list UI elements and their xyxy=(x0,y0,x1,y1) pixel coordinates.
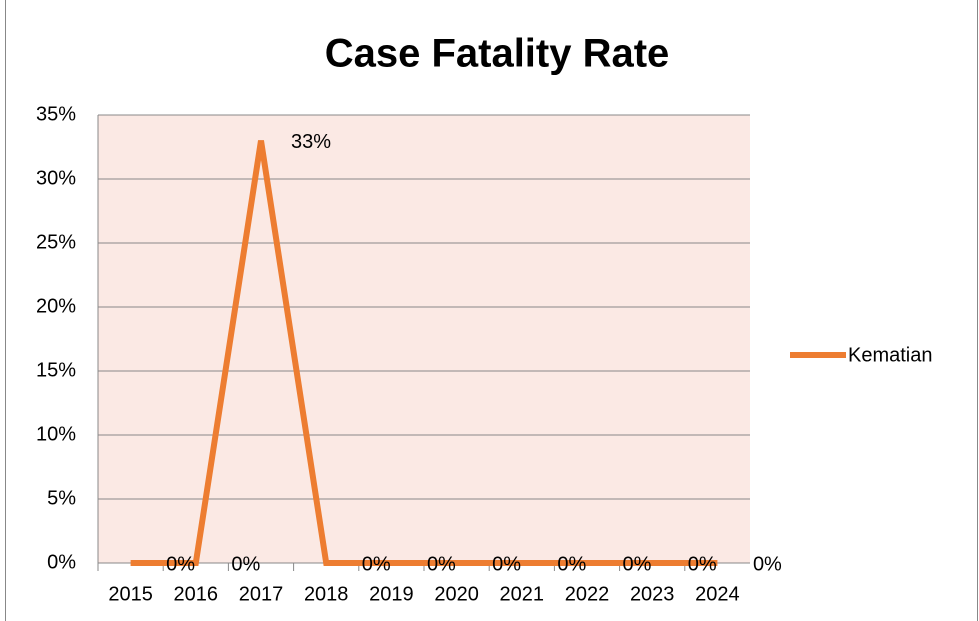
data-label: 0% xyxy=(688,553,717,575)
y-tick-label: 10% xyxy=(36,423,76,445)
x-tick-label: 2015 xyxy=(108,583,153,605)
y-tick-label: 5% xyxy=(47,487,76,509)
y-tick-label: 25% xyxy=(36,231,76,253)
data-label: 0% xyxy=(492,553,521,575)
plot-area xyxy=(98,115,750,563)
data-label: 0% xyxy=(362,553,391,575)
x-tick-label: 2019 xyxy=(369,583,414,605)
data-label: 0% xyxy=(166,553,195,575)
data-label: 33% xyxy=(291,131,331,153)
x-tick-label: 2022 xyxy=(565,583,610,605)
x-tick-label: 2024 xyxy=(695,583,740,605)
x-tick-label: 2016 xyxy=(174,583,219,605)
y-tick-label: 35% xyxy=(36,103,76,125)
data-line xyxy=(130,140,718,566)
y-tick-label: 15% xyxy=(36,359,76,381)
data-label: 0% xyxy=(427,553,456,575)
data-label: 0% xyxy=(557,553,586,575)
y-tick-label: 30% xyxy=(36,167,76,189)
x-tick-label: 2023 xyxy=(630,583,675,605)
data-label: 0% xyxy=(753,553,782,575)
y-tick-label: 20% xyxy=(36,295,76,317)
y-tick-label: 0% xyxy=(47,551,76,573)
legend-label: Kematian xyxy=(848,344,933,366)
x-tick-label: 2020 xyxy=(434,583,479,605)
x-tick-label: 2017 xyxy=(239,583,284,605)
x-tick-label: 2021 xyxy=(500,583,545,605)
data-label: 0% xyxy=(623,553,652,575)
x-tick-label: 2018 xyxy=(304,583,349,605)
chart-title: Case Fatality Rate xyxy=(325,32,670,76)
data-label: 0% xyxy=(231,553,260,575)
